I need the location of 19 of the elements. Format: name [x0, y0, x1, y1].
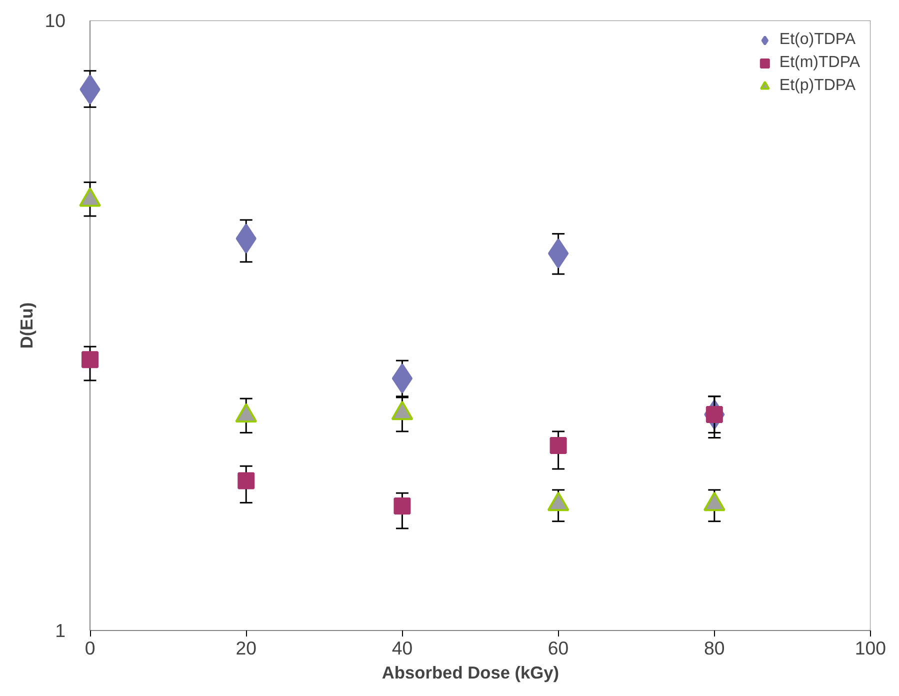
y-tick-label: 10 [44, 10, 66, 31]
point [394, 497, 411, 514]
x-tick-label: 100 [854, 638, 886, 658]
x-tick-label: 0 [84, 638, 96, 658]
point [550, 437, 567, 454]
y-axis-title: D(Eu) [16, 302, 37, 349]
point [238, 472, 255, 490]
x-tick-label: 80 [704, 638, 725, 658]
legend-label: Et(m)TDPA [779, 54, 860, 72]
x-tick-label: 40 [392, 638, 413, 658]
y-tick-label: 1 [55, 620, 66, 641]
x-tick-label: 20 [236, 638, 256, 658]
x-tick-label: 60 [548, 638, 569, 658]
point [82, 351, 99, 368]
legend-label: Et(o)TDPA [779, 31, 856, 49]
point [392, 363, 413, 394]
x-axis-title: Absorbed Dose (kGy) [382, 662, 560, 682]
legend-label: Et(p)TDPA [779, 77, 856, 95]
point [548, 238, 569, 268]
